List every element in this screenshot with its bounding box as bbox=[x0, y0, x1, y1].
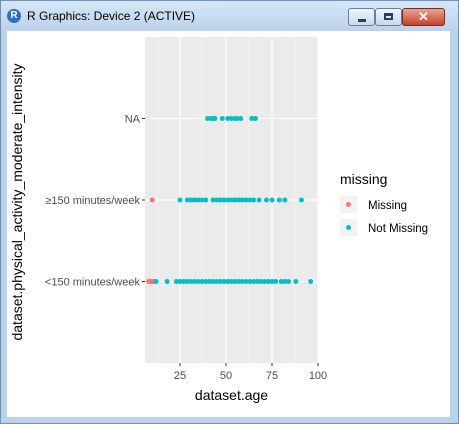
close-icon: ✕ bbox=[418, 9, 429, 24]
legend-entry-label: Not Missing bbox=[368, 223, 428, 235]
data-point bbox=[217, 197, 223, 203]
data-point bbox=[214, 279, 220, 284]
data-point bbox=[212, 116, 218, 121]
graphics-device-area: 25 50 75 100 <150 minutes/week ≥150 minutes/w… bbox=[7, 31, 450, 417]
maximize-icon bbox=[384, 13, 393, 20]
data-point bbox=[214, 197, 220, 203]
legend-key-point bbox=[346, 225, 351, 230]
data-point bbox=[232, 279, 238, 284]
data-point bbox=[203, 279, 209, 284]
data-point bbox=[247, 197, 253, 203]
data-point bbox=[195, 197, 201, 203]
data-point bbox=[184, 279, 190, 284]
data-point bbox=[240, 197, 246, 203]
data-point bbox=[219, 116, 225, 121]
data-point bbox=[262, 279, 268, 284]
legend-title: missing bbox=[340, 171, 387, 187]
data-point bbox=[181, 279, 187, 284]
r-app-icon: R bbox=[7, 9, 21, 23]
data-point bbox=[243, 279, 249, 284]
data-point bbox=[221, 279, 227, 284]
data-point bbox=[225, 279, 231, 284]
data-point bbox=[249, 116, 255, 121]
y-tick-label: <150 minutes/week bbox=[45, 277, 141, 289]
data-point bbox=[225, 116, 231, 121]
data-point bbox=[247, 279, 253, 284]
y-axis-title: dataset.physical_activity_moderate_inten… bbox=[9, 63, 25, 340]
legend: Missing Not Missing bbox=[340, 196, 428, 236]
data-point bbox=[177, 279, 183, 284]
data-point bbox=[205, 116, 211, 121]
data-point bbox=[254, 279, 260, 284]
data-point bbox=[195, 279, 201, 284]
data-point bbox=[243, 197, 249, 203]
data-point bbox=[192, 279, 198, 284]
data-point bbox=[153, 279, 159, 284]
data-point bbox=[258, 279, 264, 284]
data-point bbox=[206, 279, 212, 284]
minimize-icon bbox=[358, 19, 366, 22]
x-axis-title: dataset.age bbox=[195, 387, 268, 403]
data-point bbox=[273, 279, 279, 284]
data-point bbox=[265, 279, 271, 284]
data-point bbox=[251, 279, 257, 284]
x-tick-label: 75 bbox=[266, 370, 278, 382]
data-point bbox=[282, 197, 288, 203]
data-point bbox=[199, 197, 205, 203]
legend-entry-label: Missing bbox=[368, 200, 407, 212]
data-point bbox=[308, 279, 314, 284]
x-tick-label: 100 bbox=[309, 370, 327, 382]
data-point bbox=[229, 279, 234, 284]
data-point bbox=[164, 279, 170, 284]
x-tick-label: 50 bbox=[220, 370, 232, 382]
data-point bbox=[229, 197, 234, 203]
data-point bbox=[236, 197, 242, 203]
data-point bbox=[210, 279, 216, 284]
data-point bbox=[184, 197, 190, 203]
data-point bbox=[240, 279, 246, 284]
data-point bbox=[238, 116, 244, 121]
data-point bbox=[251, 197, 257, 203]
data-point bbox=[217, 279, 223, 284]
scatter-plot: 25 50 75 100 <150 minutes/week ≥150 minutes/w… bbox=[9, 37, 428, 403]
data-point bbox=[252, 116, 258, 121]
data-point bbox=[263, 197, 269, 203]
data-point bbox=[236, 279, 242, 284]
data-point bbox=[278, 279, 284, 284]
data-point bbox=[192, 197, 198, 203]
minimize-button[interactable] bbox=[348, 8, 375, 26]
data-point bbox=[269, 279, 275, 284]
data-point bbox=[221, 197, 227, 203]
data-point bbox=[286, 279, 292, 284]
data-point bbox=[293, 279, 299, 284]
y-tick-label: ≥150 minutes/week bbox=[45, 195, 140, 207]
title-bar[interactable]: R R Graphics: Device 2 (ACTIVE) ✕ bbox=[1, 1, 458, 31]
data-point bbox=[298, 197, 304, 203]
data-point bbox=[173, 279, 179, 284]
data-point bbox=[234, 116, 240, 121]
window-title: R Graphics: Device 2 (ACTIVE) bbox=[27, 9, 196, 23]
data-point bbox=[177, 197, 183, 203]
data-point bbox=[276, 197, 282, 203]
data-point bbox=[256, 197, 262, 203]
data-point bbox=[282, 279, 288, 284]
data-point bbox=[203, 197, 209, 203]
x-tick-label: 25 bbox=[174, 370, 186, 382]
data-point bbox=[188, 197, 194, 203]
data-point bbox=[149, 197, 155, 203]
y-tick-label: NA bbox=[125, 114, 141, 126]
data-point bbox=[188, 279, 194, 284]
maximize-button[interactable] bbox=[375, 8, 402, 26]
data-point bbox=[269, 197, 275, 203]
data-point bbox=[199, 279, 205, 284]
data-point bbox=[232, 197, 238, 203]
close-button[interactable]: ✕ bbox=[402, 8, 445, 26]
data-point bbox=[210, 197, 216, 203]
legend-key-point bbox=[346, 202, 351, 207]
data-point bbox=[229, 116, 234, 121]
data-point bbox=[225, 197, 231, 203]
